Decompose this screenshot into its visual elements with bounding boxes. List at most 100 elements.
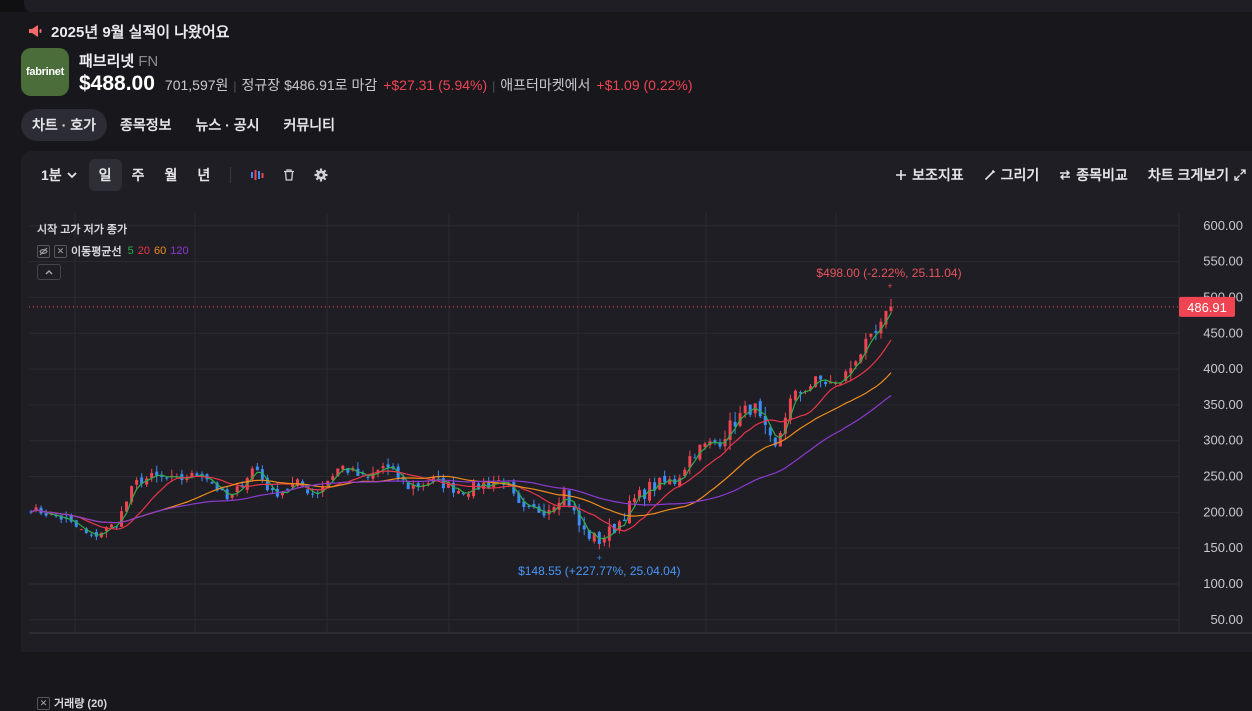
candle-body [542,510,546,516]
current-price: $488.00 [79,72,155,95]
candle-body [743,405,747,414]
high-annotation: $498.00 (-2.22%, 25.11.04) [816,266,961,280]
period-week[interactable]: 주 [131,167,145,183]
high-marker-icon: + [887,281,892,291]
earnings-announcement[interactable]: 2025년 9월 실적이 나왔어요 [27,20,229,42]
candle-body [165,477,169,479]
low-marker-icon: + [597,553,602,563]
interval-dropdown[interactable]: 1분 [31,159,89,191]
candle-body [829,382,833,384]
candle-body [859,354,863,362]
period-month[interactable]: 월 [164,167,178,183]
visibility-toggle-icon[interactable] [37,244,50,258]
ma-60: 60 [153,245,167,257]
candle-body [798,392,802,394]
candle-body [633,498,637,503]
ma20-line [30,339,892,532]
pencil-icon [984,169,995,181]
y-tick-label: 450.00 [1203,325,1243,340]
draw-label: 그리기 [1000,167,1040,183]
ma-5: 5 [127,245,134,257]
candle-body [839,383,843,385]
candle-body [572,506,576,511]
ma60-line [30,372,892,524]
tab-community[interactable]: 커뮤니티 [283,117,335,133]
candle-body [215,482,219,491]
price-row: $488.00 701,597원 | 정규장 $486.91로 마감 +$27.… [79,72,693,95]
regular-change: +$27.31 (5.94%) [383,77,488,93]
candle-body [416,483,420,487]
indicators-button[interactable]: 보조지표 [895,165,964,185]
candle-body [592,533,596,542]
candle-body [346,467,350,473]
tab-news[interactable]: 뉴스 · 공시 [195,117,260,133]
candle-body [648,482,652,501]
candle-body [44,513,48,516]
candle-type-icon[interactable] [241,159,273,191]
price-krw: 701,597원 [164,77,229,93]
collapse-legend-button[interactable] [37,264,61,280]
candle-body [190,472,194,477]
candle-body [703,443,707,447]
period-year[interactable]: 년 [197,167,211,183]
chevron-up-icon [45,270,53,275]
chart-legend: 시작 고가 저가 종가 ✕ 이동평균선 5 20 60 120 [37,221,189,280]
candle-body [879,321,883,334]
candle-body [472,481,476,497]
candle-body [653,482,657,491]
expand-label: 차트 크게보기 [1147,167,1229,183]
expand-chart-button[interactable]: 차트 크게보기 [1148,165,1246,185]
candle-body [59,515,63,520]
candle-body [849,368,853,374]
candle-body [130,486,134,502]
current-price-label: 486.91 [1187,300,1227,315]
y-tick-label: 400.00 [1203,361,1243,376]
toolbar-divider [230,167,232,183]
candle-body [260,469,264,480]
candle-body [145,478,149,485]
y-tick-label: 200.00 [1203,504,1243,519]
compare-label: 종목비교 [1076,167,1128,183]
candle-body [456,490,460,494]
candle-body [109,524,113,528]
candle-body [467,493,471,497]
after-market-label: 애프터마켓에서 [500,77,591,93]
candle-body [366,476,370,478]
period-day[interactable]: 일 [88,159,122,191]
gear-icon[interactable] [305,159,337,191]
candle-body [758,400,762,417]
candle-body [668,479,672,485]
candle-body [336,468,340,477]
y-tick-label: 300.00 [1203,433,1243,448]
tab-stock-info[interactable]: 종목정보 [119,117,172,133]
candle-body [381,466,385,469]
megaphone-icon [27,23,43,39]
candle-body [114,526,118,528]
tab-chart[interactable]: 차트 · 호가 [21,109,107,141]
candle-body [160,475,164,477]
candle-body [582,525,586,530]
candle-body [331,476,335,481]
candle-body [748,404,752,415]
candle-body [89,534,93,536]
candle-body [235,486,239,493]
compare-button[interactable]: 종목비교 [1059,165,1128,185]
candle-body [341,465,345,470]
ma-legend: ✕ 이동평균선 5 20 60 120 [37,243,189,259]
top-strip [0,0,1252,12]
trash-icon[interactable] [273,159,305,191]
candle-body [69,515,73,522]
remove-volume-icon[interactable]: ✕ [37,696,50,710]
announcement-text: 2025년 9월 실적이 나왔어요 [51,23,230,41]
candle-body [396,466,400,480]
candle-body [120,511,124,527]
current-price-badge [1179,296,1235,317]
candle-body [225,489,229,500]
candle-body [783,417,787,434]
candle-body [34,507,38,511]
draw-button[interactable]: 그리기 [984,165,1040,185]
candle-body [728,420,732,440]
remove-ma-icon[interactable]: ✕ [54,244,67,258]
candle-body [230,494,234,498]
price-chart[interactable]: 600.00550.00500.00450.00400.00350.00300.… [29,213,1252,710]
